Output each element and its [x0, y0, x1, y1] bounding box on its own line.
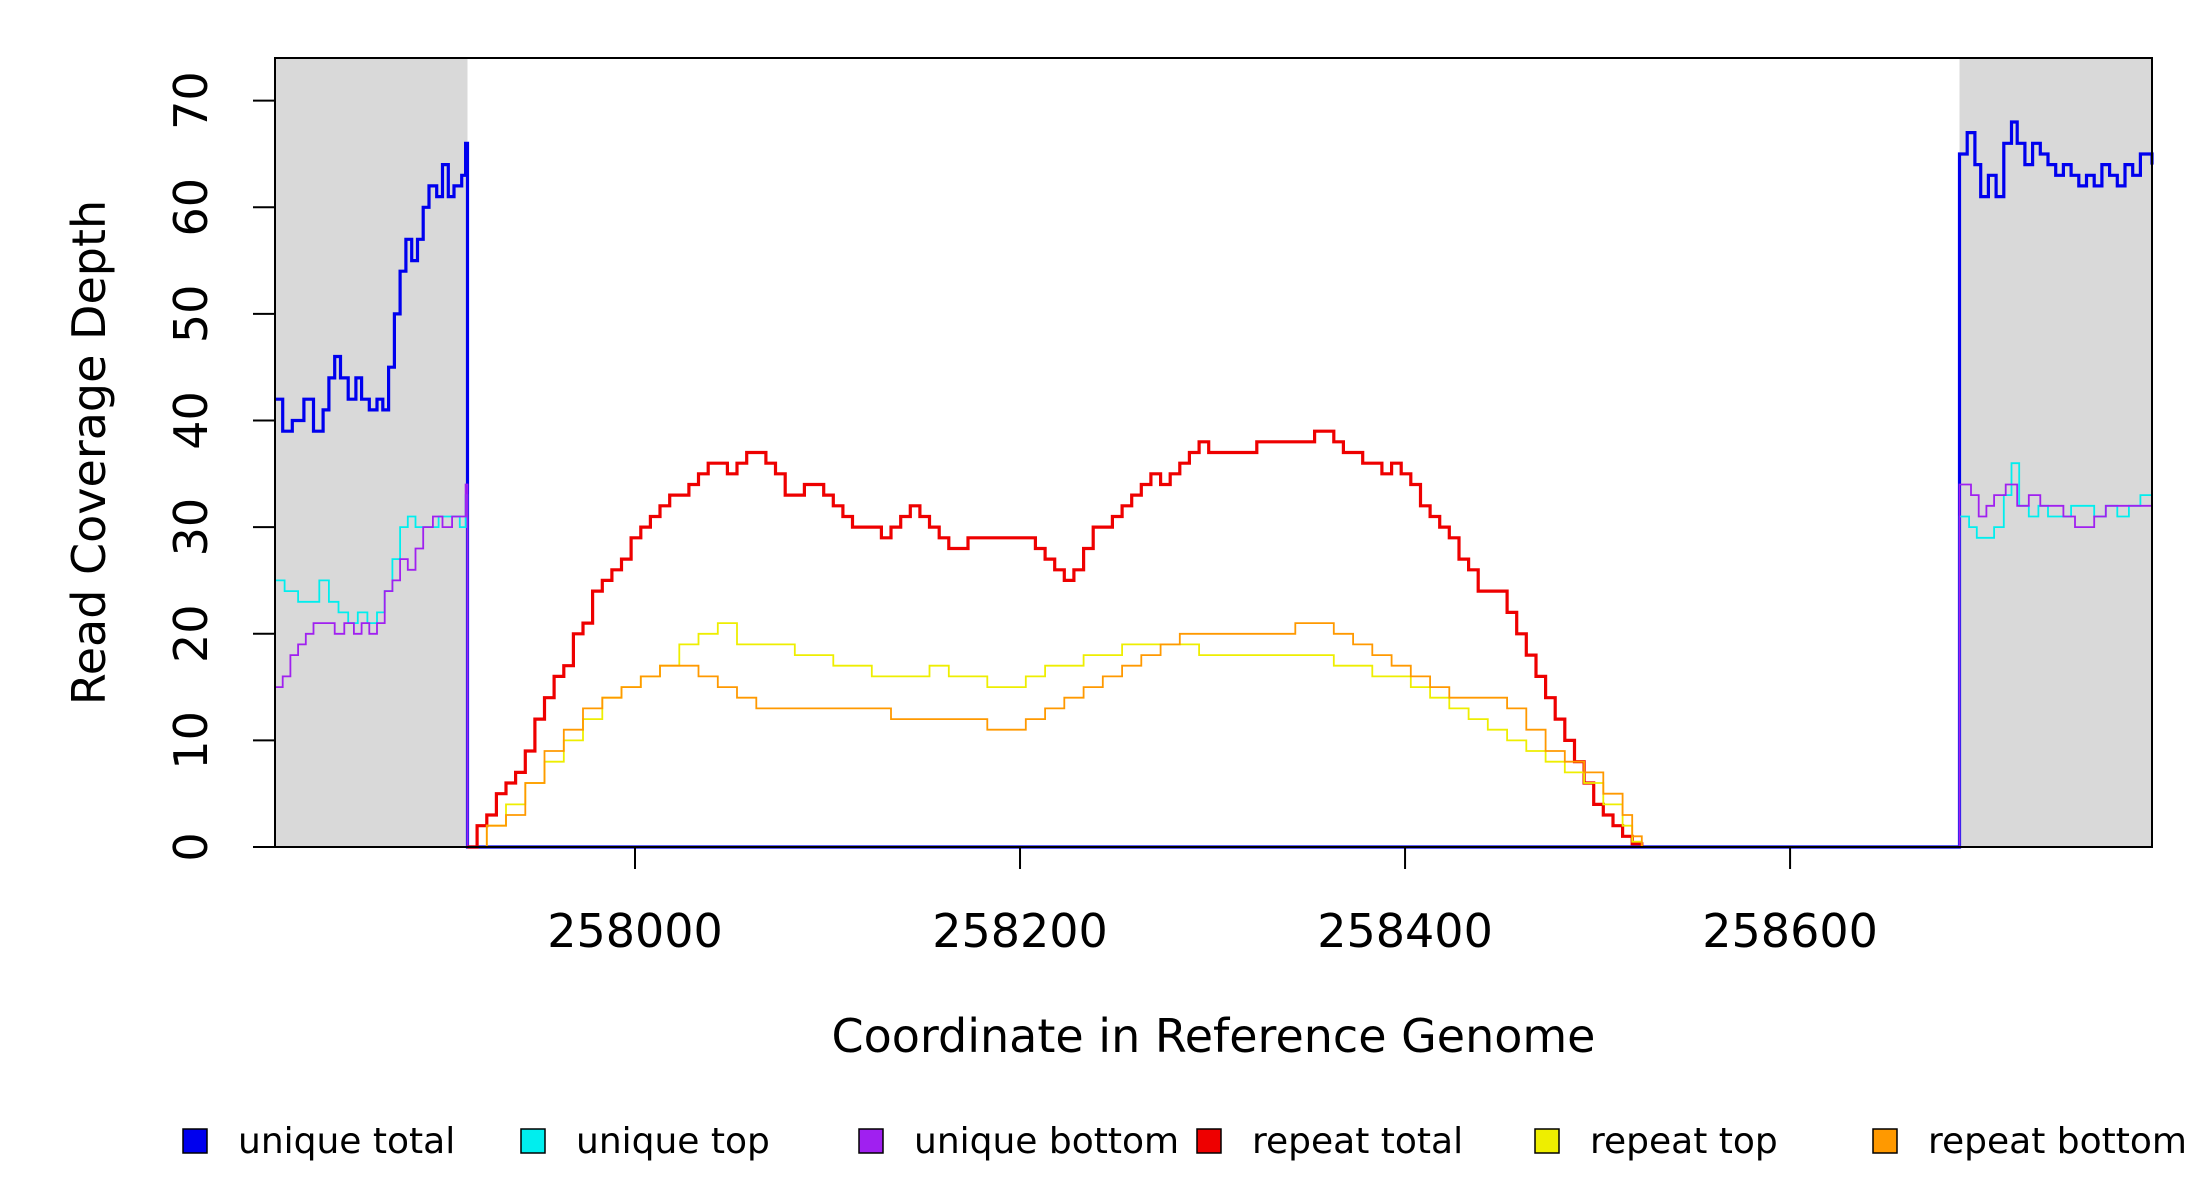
y-tick-label: 20 — [164, 604, 218, 663]
x-tick-label: 258600 — [1702, 904, 1878, 958]
x-axis-title: Coordinate in Reference Genome — [832, 1009, 1596, 1063]
legend-label: unique bottom — [914, 1121, 1179, 1162]
series-line-repeat-top — [467, 622, 1643, 848]
legend-item-repeat-top: repeat top — [1534, 1121, 1778, 1162]
legend-swatch — [1196, 1128, 1222, 1154]
legend-item-repeat-bottom: repeat bottom — [1872, 1121, 2187, 1162]
legend-swatch — [182, 1128, 208, 1154]
y-tick-label: 40 — [164, 391, 218, 450]
x-tick-label: 258000 — [547, 904, 723, 958]
shaded-region-1 — [275, 58, 468, 847]
legend-item-repeat-total: repeat total — [1196, 1121, 1463, 1162]
legend-item-unique-bottom: unique bottom — [858, 1121, 1179, 1162]
legend-swatch — [1534, 1128, 1560, 1154]
series-line-repeat-bottom — [467, 622, 1643, 848]
legend-swatch — [858, 1128, 884, 1154]
axes: 0 10 20 30 40 50 60 70 258000 258200 258400 258600 — [164, 71, 1878, 958]
y-axis-title: Read Coverage Depth — [62, 200, 116, 705]
legend-swatch — [520, 1128, 546, 1154]
legend-label: unique total — [238, 1121, 455, 1162]
legend-label: repeat bottom — [1928, 1121, 2187, 1162]
series-line-repeat-total — [467, 429, 1644, 849]
y-tick-label: 30 — [164, 498, 218, 557]
legend-label: unique top — [576, 1121, 770, 1162]
series-lines — [275, 120, 2154, 849]
legend-item-unique-total: unique total — [182, 1121, 455, 1162]
legend-swatch — [1872, 1128, 1898, 1154]
y-tick-label: 0 — [164, 832, 218, 861]
legend-item-unique-top: unique top — [520, 1121, 770, 1162]
legend-label: repeat total — [1252, 1121, 1463, 1162]
x-tick-label: 258400 — [1317, 904, 1493, 958]
y-tick-label: 50 — [164, 285, 218, 344]
y-tick-label: 60 — [164, 178, 218, 237]
y-tick-label: 70 — [164, 71, 218, 130]
shaded-region-2 — [1959, 58, 2152, 847]
series-line-unique-bottom — [275, 483, 2153, 848]
x-tick-label: 258200 — [932, 904, 1108, 958]
legend: unique total unique top unique bottom repea… — [182, 1121, 2187, 1162]
legend-label: repeat top — [1590, 1121, 1778, 1162]
series-line-unique-total — [275, 120, 2154, 849]
y-tick-label: 10 — [164, 711, 218, 770]
